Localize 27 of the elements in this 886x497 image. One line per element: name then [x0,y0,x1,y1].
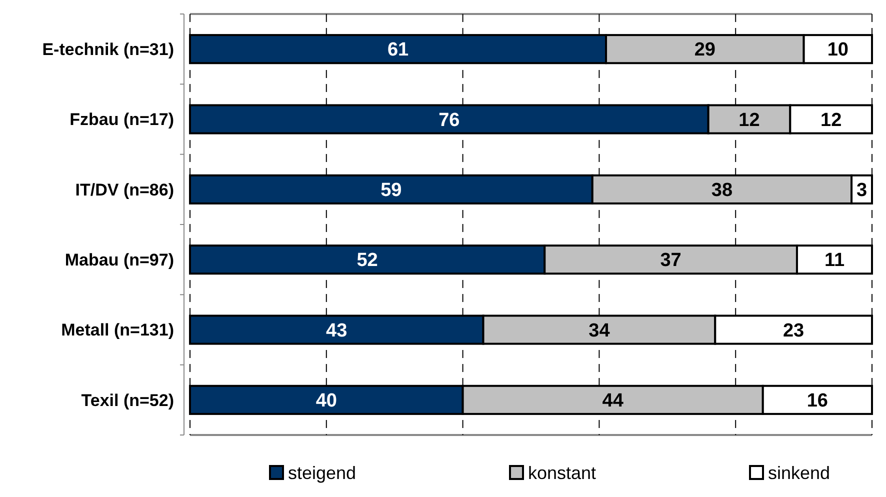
y-tick-label: E-technik (n=31) [42,40,174,60]
data-label: 34 [588,320,610,342]
y-tick-label: Texil (n=52) [81,390,174,410]
data-label: 38 [711,180,733,202]
y-tick-label: Fzbau (n=17) [70,110,174,130]
data-label: 12 [820,110,842,131]
data-label: 40 [316,390,337,412]
y-tick-label: IT/DV (n=86) [75,180,174,200]
data-label: 37 [660,250,682,272]
data-label: 3 [856,180,868,202]
legend-label: konstant [528,463,596,483]
data-label: 23 [783,320,804,342]
data-label: 59 [380,180,402,202]
data-label: 10 [827,40,848,61]
data-label: 76 [438,110,460,131]
legend-label: sinkend [768,463,830,483]
y-tick-label: Metall (n=131) [61,320,174,340]
legend-label: steigend [288,463,356,483]
data-label: 61 [387,40,410,61]
data-label: 43 [326,320,348,342]
data-label: 44 [602,390,624,412]
data-label: 16 [806,390,828,412]
y-tick-label: Mabau (n=97) [64,250,174,270]
data-label: 52 [356,250,378,272]
data-label: 12 [738,110,760,131]
data-label: 11 [824,250,845,272]
data-label: 29 [694,40,716,61]
